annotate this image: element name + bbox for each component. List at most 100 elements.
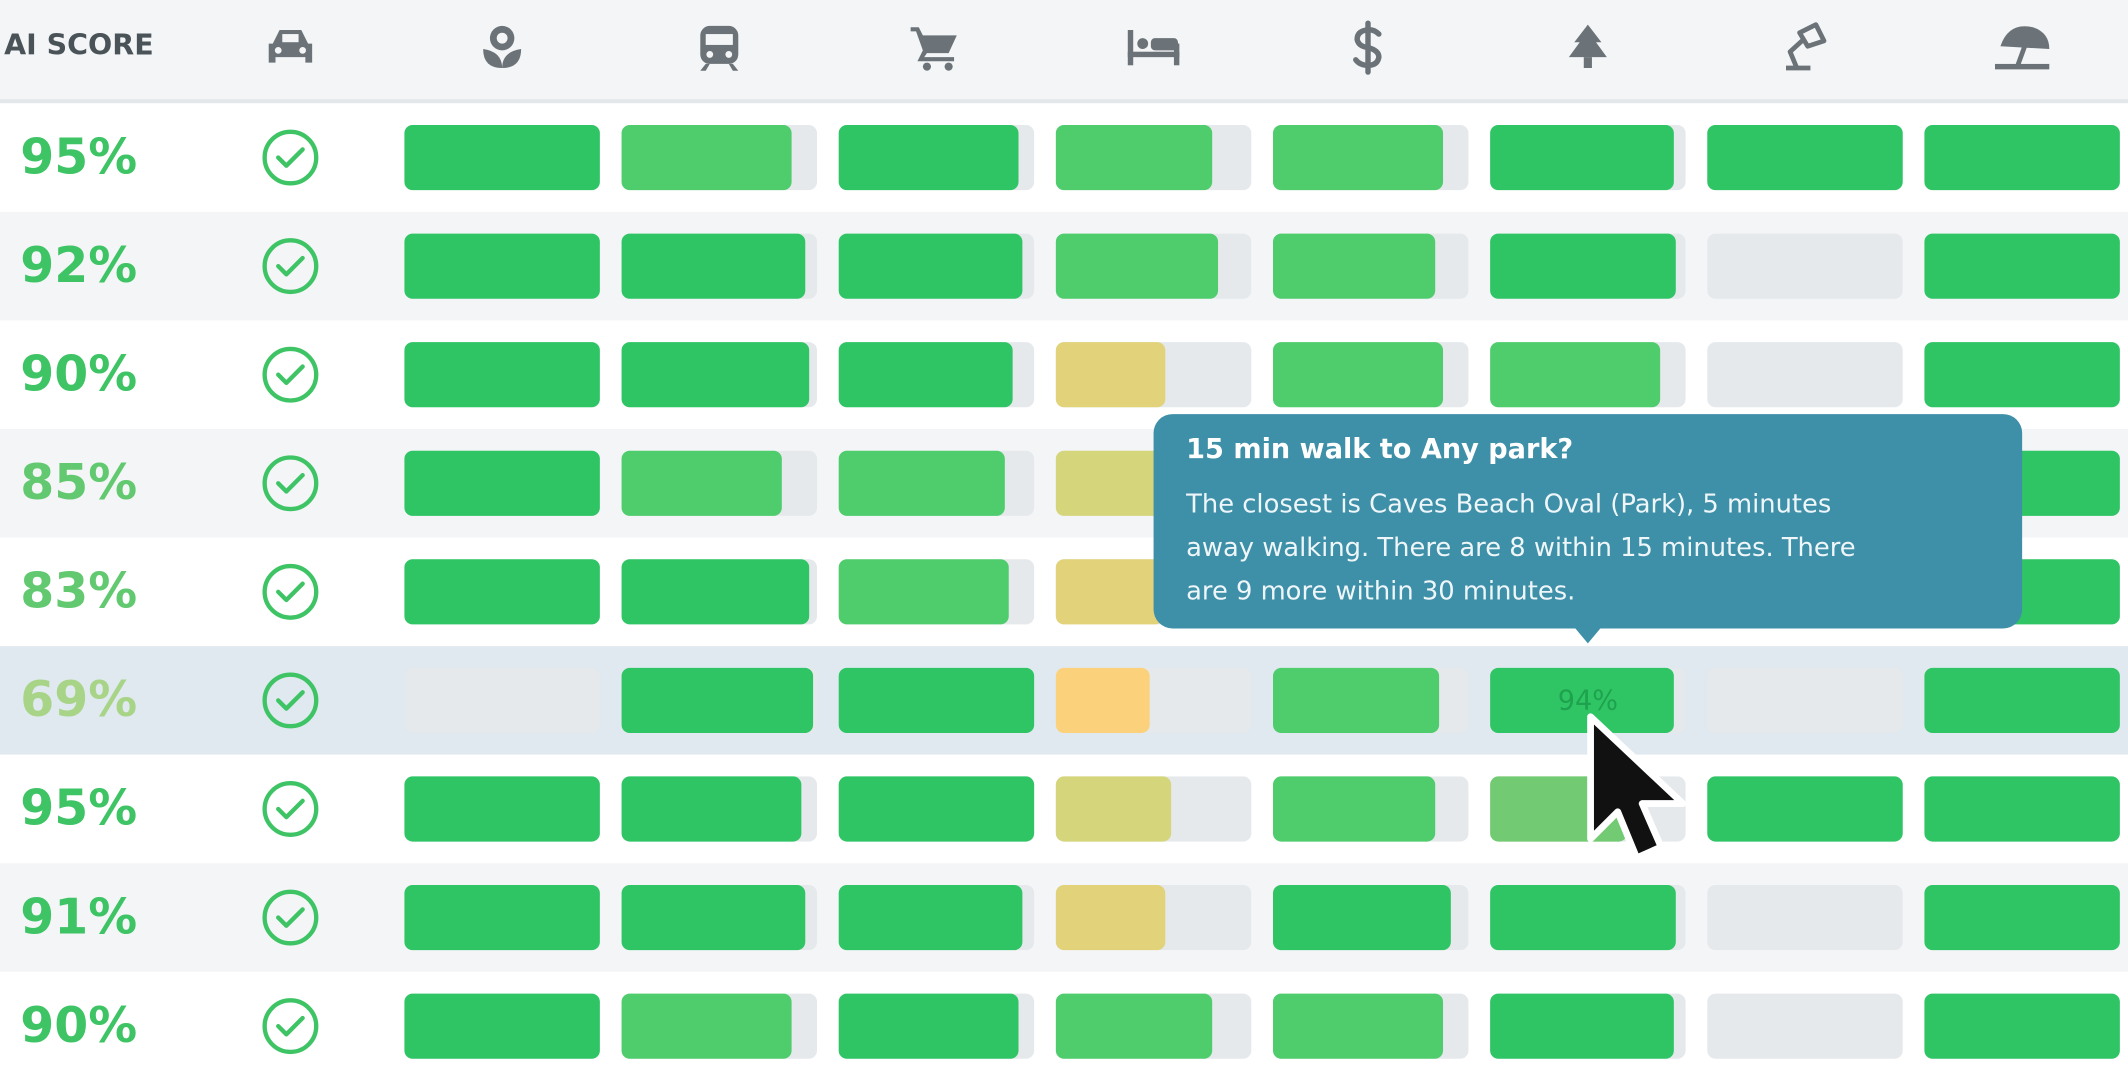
bar-fill xyxy=(404,342,600,408)
bar-fill xyxy=(1273,667,1440,733)
icon-tree xyxy=(1568,24,1607,68)
bar-track xyxy=(1707,993,1903,1059)
check-mark xyxy=(276,255,305,277)
header-icons xyxy=(268,20,2050,75)
bar-fill xyxy=(1707,776,1903,842)
bar-track xyxy=(404,667,600,733)
bar-fill xyxy=(404,233,600,299)
bar-fill xyxy=(1055,667,1150,733)
bar-fill xyxy=(1273,125,1444,191)
bar-fill xyxy=(1273,233,1436,299)
check-circle xyxy=(262,672,319,729)
bar-value-label: 94% xyxy=(1558,685,1618,716)
bar-fill xyxy=(1055,885,1166,951)
check-mark xyxy=(276,147,305,168)
check-icon xyxy=(262,672,319,729)
bar-fill xyxy=(404,450,600,516)
bar-fill xyxy=(1924,667,2120,733)
bar-fill xyxy=(1273,342,1444,408)
check-circle xyxy=(262,998,319,1055)
bar-fill xyxy=(838,667,1035,733)
tooltip-pointer xyxy=(1574,627,1602,644)
bar-fill xyxy=(404,776,600,842)
bar-fill xyxy=(1490,993,1674,1059)
header-bar xyxy=(0,0,2128,101)
ai-score: 90% xyxy=(20,997,137,1054)
bar-fill xyxy=(1490,233,1676,299)
ai-score: 91% xyxy=(20,888,137,945)
bar-fill xyxy=(838,233,1023,299)
mouse-cursor xyxy=(1587,713,1687,862)
bar-fill xyxy=(1924,342,2120,408)
ai-score: 95% xyxy=(20,780,137,837)
bar-fill xyxy=(1490,125,1674,191)
bar-fill xyxy=(621,450,782,516)
check-mark xyxy=(276,907,305,928)
bar-fill xyxy=(1055,233,1219,299)
ai-score: 85% xyxy=(20,454,137,511)
bar-fill xyxy=(621,776,802,842)
ai-score: 95% xyxy=(20,128,137,185)
check-mark xyxy=(276,472,305,494)
bar-fill xyxy=(1055,776,1172,842)
ai-score: 92% xyxy=(20,237,137,294)
check-circle xyxy=(262,346,319,403)
bar-fill xyxy=(1273,776,1436,842)
check-circle xyxy=(262,455,319,512)
check-icon xyxy=(262,455,319,512)
check-circle xyxy=(262,563,319,620)
bar-fill xyxy=(1924,885,2120,951)
check-icon xyxy=(262,238,319,295)
check-mark xyxy=(276,1015,305,1037)
bar-fill xyxy=(838,342,1013,408)
bar-fill xyxy=(838,885,1023,951)
bar-fill xyxy=(621,885,806,951)
check-icon xyxy=(262,346,319,403)
icon-cart xyxy=(910,27,957,71)
check-circle xyxy=(262,889,319,946)
bar-fill xyxy=(621,993,792,1059)
tooltip-line: away walking. There are 8 within 15 minu… xyxy=(1186,533,1855,563)
bar-fill xyxy=(1055,450,1178,516)
bar-fill xyxy=(1055,342,1166,408)
header-title: AI SCORE xyxy=(4,28,154,61)
bar-track xyxy=(1707,885,1903,951)
check-circle xyxy=(262,781,319,837)
bar-fill xyxy=(621,342,810,408)
bar-fill xyxy=(1490,885,1676,951)
bar-fill xyxy=(1490,667,1674,733)
check-mark xyxy=(276,690,305,711)
bar-fill xyxy=(621,559,810,625)
bar-fill xyxy=(621,233,806,299)
check-icon xyxy=(262,781,319,837)
bar-fill xyxy=(838,450,1005,516)
bar-fill xyxy=(1490,342,1661,408)
tooltip-box xyxy=(1153,414,2023,629)
check-icon xyxy=(262,998,319,1055)
bar-track xyxy=(1707,667,1903,733)
icon-bed xyxy=(1127,30,1180,66)
bar-fill xyxy=(1924,125,2120,191)
bar-fill xyxy=(1273,993,1444,1059)
header-divider xyxy=(0,99,2128,104)
bar-fill xyxy=(404,125,600,191)
bar-fill xyxy=(1924,993,2120,1059)
check-mark xyxy=(276,364,305,386)
bar-fill xyxy=(1055,559,1164,625)
icon-umbrella xyxy=(1995,26,2050,70)
check-icon xyxy=(262,563,319,620)
bar-fill xyxy=(621,667,814,733)
icon-flower xyxy=(483,25,522,68)
ai-score: 69% xyxy=(20,671,137,728)
bar-fill xyxy=(404,885,600,951)
icon-dollar xyxy=(1353,20,1382,75)
bar-fill xyxy=(838,559,1009,625)
check-circle xyxy=(262,129,319,186)
overlay: 15 min walk to Any park? The closest is … xyxy=(1153,414,2023,644)
bar-fill xyxy=(404,559,600,625)
tooltip-line: are 9 more within 30 minutes. xyxy=(1186,576,1575,606)
tooltip-line: The closest is Caves Beach Oval (Park), … xyxy=(1185,490,1831,520)
bar-fill xyxy=(1707,125,1903,191)
